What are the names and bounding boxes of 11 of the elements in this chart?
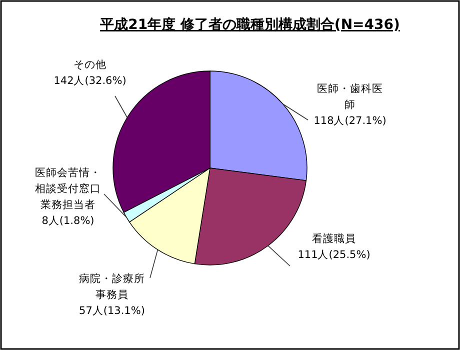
data-label: 111人(25.5%) — [298, 249, 370, 261]
chart-title: 平成21年度 修了者の職種別構成割合(N=436) — [99, 16, 400, 33]
data-label: 142人(32.6%) — [54, 75, 126, 87]
data-label: 8人(1.8%) — [42, 215, 94, 227]
slice-label: 医師会苦情・相談受付窓口業務担当者 — [35, 166, 101, 211]
slice-label: 医師・歯科医師 — [317, 82, 383, 111]
slice-label: 看護職員 — [312, 232, 356, 245]
data-label: 118人(27.1%) — [314, 115, 386, 127]
slice-label: 病院・診療所事務員 — [79, 272, 145, 301]
slice-label: その他 — [74, 59, 106, 71]
data-label: 57人(13.1%) — [79, 305, 145, 317]
